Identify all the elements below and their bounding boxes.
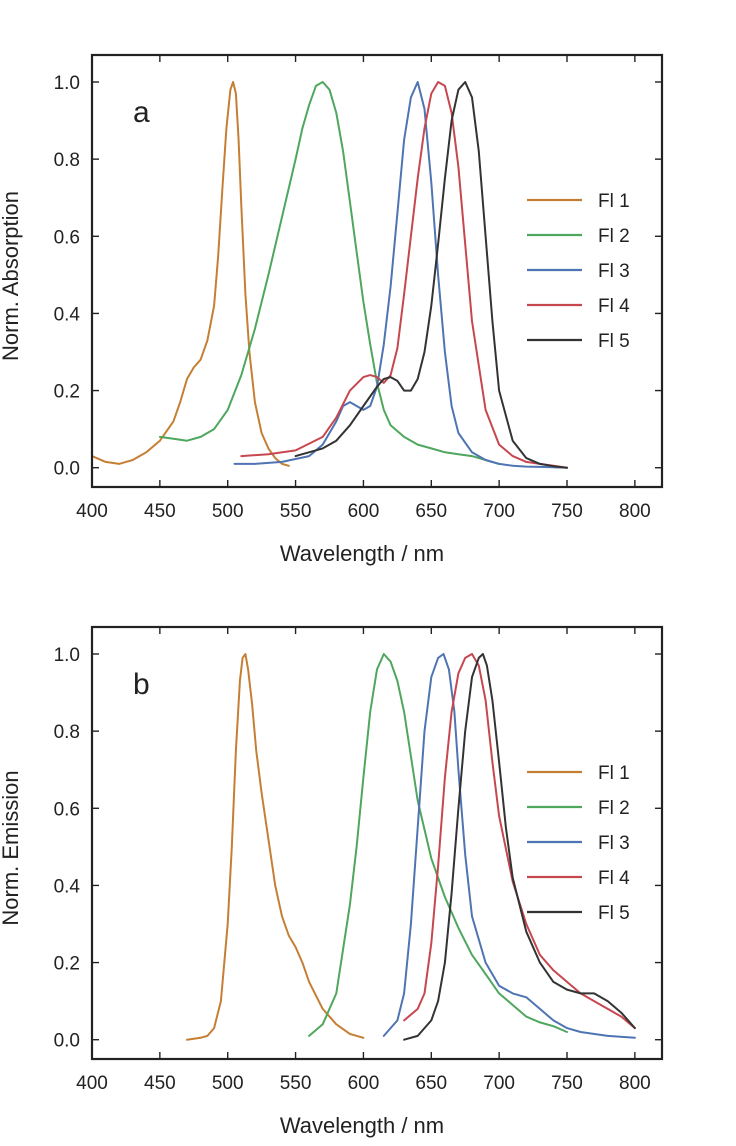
plot-frame [90, 53, 664, 489]
y-axis-title: Norm. Absorption [0, 191, 23, 361]
x-tick-label: 550 [280, 1073, 312, 1094]
x-tick-label: 650 [415, 1073, 447, 1094]
legend-label: Fl 5 [598, 331, 630, 352]
x-axis-title: Wavelength / nm [280, 1113, 444, 1138]
legend-label: Fl 3 [598, 261, 630, 282]
x-tick-label: 600 [348, 1073, 380, 1094]
y-tick-label: 0.4 [54, 876, 81, 897]
legend: Fl 1 Fl 2 Fl 3 Fl 4 Fl 5 [527, 763, 630, 924]
series-line-a-4 [240, 81, 568, 469]
x-tick-label: 400 [76, 501, 108, 522]
x-tick-label: 800 [619, 501, 651, 522]
x-tick-label: 500 [212, 1073, 244, 1094]
legend-label: Fl 1 [598, 763, 630, 784]
series-line-b-4 [403, 653, 636, 1030]
y-tick-label: 1.0 [54, 73, 80, 94]
legend-label: Fl 5 [598, 903, 630, 924]
x-tick-label: 700 [483, 1073, 515, 1094]
x-axis-title: Wavelength / nm [280, 541, 444, 566]
y-tick-label: 1.0 [54, 645, 80, 666]
x-tick-label: 450 [144, 501, 176, 522]
y-tick-label: 0.6 [54, 227, 80, 248]
y-tick-label: 0.6 [54, 799, 80, 820]
series-line-a-2 [158, 81, 501, 465]
y-tick-label: 0.8 [54, 150, 80, 171]
x-tick-label: 750 [551, 501, 583, 522]
series-line-b-2 [308, 653, 568, 1037]
y-tick-label: 0.0 [54, 459, 80, 480]
legend-label: Fl 4 [598, 296, 630, 317]
series-line-a-1 [91, 81, 290, 467]
legend: Fl 1 Fl 2 Fl 3 Fl 4 Fl 5 [527, 191, 630, 352]
series-line-b-1 [186, 653, 365, 1041]
y-tick-label: 0.2 [54, 954, 80, 975]
x-tick-label: 800 [619, 1073, 651, 1094]
chart-panel-a: 400 450 500 550 600 650 700 750 800 0.0 0.2 0.4 0.6 0… [0, 53, 664, 566]
panel-label: a [133, 96, 150, 129]
y-tick-label: 0.8 [54, 722, 80, 743]
legend-label: Fl 1 [598, 191, 630, 212]
series-line-b-3 [382, 653, 636, 1039]
legend-label: Fl 3 [598, 833, 630, 854]
series-line-a-3 [233, 81, 568, 469]
legend-label: Fl 2 [598, 226, 630, 247]
x-tick-label: 550 [280, 501, 312, 522]
y-tick-label: 0.0 [54, 1031, 80, 1052]
series-line-b-5 [403, 653, 636, 1041]
y-tick-label: 0.4 [54, 304, 81, 325]
y-tick-label: 0.2 [54, 382, 80, 403]
x-tick-label: 750 [551, 1073, 583, 1094]
x-tick-label: 650 [415, 501, 447, 522]
x-tick-label: 400 [76, 1073, 108, 1094]
panel-label: b [133, 668, 150, 701]
x-tick-label: 600 [348, 501, 380, 522]
series-line-a-5 [294, 81, 568, 469]
x-tick-label: 450 [144, 1073, 176, 1094]
legend-label: Fl 4 [598, 868, 630, 889]
chart-panel-b: 400 450 500 550 600 650 700 750 800 0.0 0.2 0.4 0.6 0… [0, 625, 664, 1138]
y-axis-title: Norm. Emission [0, 770, 23, 925]
legend-label: Fl 2 [598, 798, 630, 819]
x-tick-label: 500 [212, 501, 244, 522]
plot-frame [90, 625, 664, 1061]
x-tick-label: 700 [483, 501, 515, 522]
